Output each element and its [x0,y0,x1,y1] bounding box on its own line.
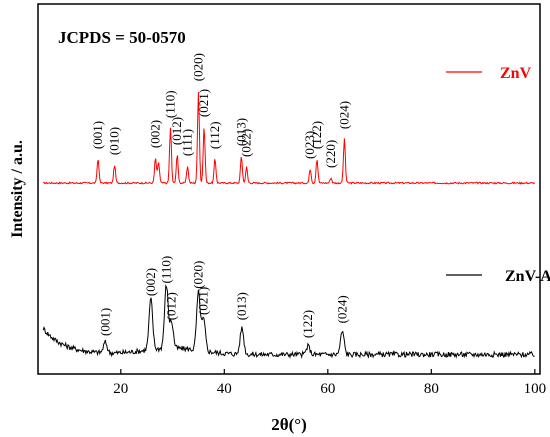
peak-label: (220) [323,140,338,168]
x-tick-label: 20 [113,381,128,397]
peak-label: (012) [164,292,179,320]
x-axis-label: 2θ(°) [271,415,307,434]
x-tick-label: 40 [217,381,232,397]
peak-label: (020) [190,261,205,289]
peak-label: (013) [234,292,249,320]
peak-label: (024) [336,101,351,129]
legend-label: ZnV [500,65,532,82]
peak-label: (020) [190,53,205,81]
peak-label: (122) [300,310,315,338]
series-line-znv-ag [42,284,535,360]
x-tick-label: 100 [524,381,547,397]
peak-label: (001) [90,121,105,149]
series-line-znv [43,91,535,185]
peak-label: (112) [207,121,222,149]
peak-label: (122) [309,121,324,149]
peak-label: (001) [97,308,112,336]
plot-frame [37,3,541,375]
series-layer: (001) (010) (002)(110)(012)(111)(020)(021)… [42,53,535,360]
peak-label: (021) [196,89,211,117]
peak-label: (002) [148,120,163,148]
peak-label: (110) [158,256,173,284]
x-tick-label: 80 [424,381,439,397]
peak-label: (010) [107,127,122,155]
chart-title: JCPDS = 50-0570 [58,28,186,47]
peak-label: (111) [180,129,195,156]
peak-label: (110) [163,90,178,118]
peak-label: (023) [302,131,317,159]
peak-label: (024) [334,295,349,323]
peak-label: (013) [233,118,248,146]
legend-label: ZnV-Ag [505,268,550,285]
peak-label: (022) [239,129,254,157]
x-tick-label: 60 [320,381,335,397]
x-axis-ticks: 20 40 60 80 100 [113,369,546,397]
peak-label: (021) [196,287,211,315]
legend: ZnV ZnV-Ag [446,65,550,285]
peak-label: (002) [143,268,158,296]
y-axis-label: Intensity / a.u. [9,140,26,238]
peak-label: (012) [169,117,184,145]
